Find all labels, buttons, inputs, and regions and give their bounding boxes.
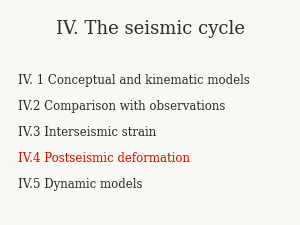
Text: IV.3 Interseismic strain: IV.3 Interseismic strain [18,126,156,139]
Text: IV.2 Comparison with observations: IV.2 Comparison with observations [18,100,225,113]
Text: IV.5 Dynamic models: IV.5 Dynamic models [18,178,142,191]
Text: IV. 1 Conceptual and kinematic models: IV. 1 Conceptual and kinematic models [18,74,250,87]
Text: IV. The seismic cycle: IV. The seismic cycle [56,20,244,38]
Text: IV.4 Postseismic deformation: IV.4 Postseismic deformation [18,152,190,165]
